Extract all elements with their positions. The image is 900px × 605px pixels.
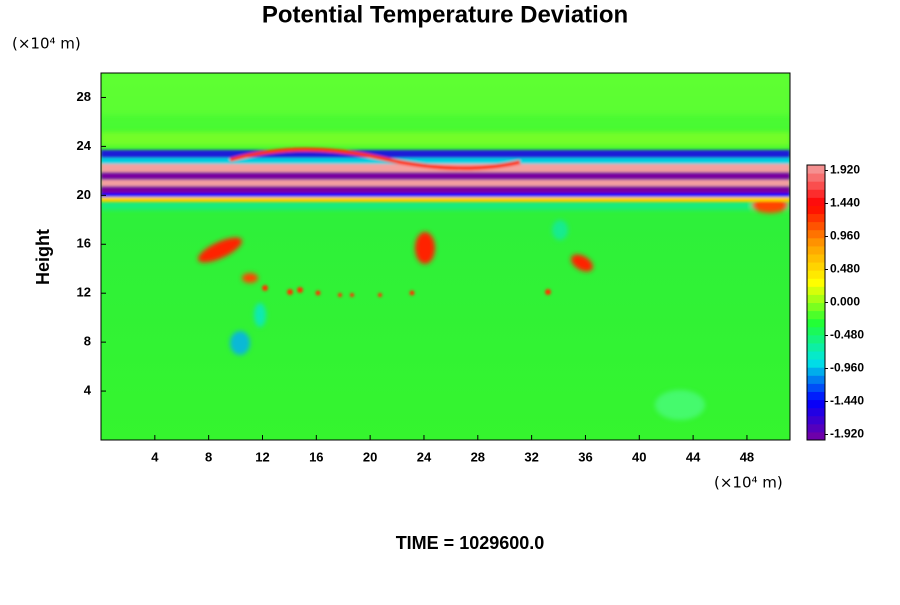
- colorbar-band: [807, 173, 825, 182]
- colorbar-band: [807, 197, 825, 206]
- colorbar: 1.920 1.440 0.960 0.480 0.000 -0.480 -0.960 -1.…: [806, 163, 864, 441]
- y-tick-label: 16: [77, 236, 91, 251]
- colorbar-band: [807, 351, 825, 360]
- colorbar-band: [807, 165, 825, 174]
- x-tick-label: 16: [309, 449, 323, 464]
- x-tick-label: 48: [740, 449, 754, 464]
- colorbar-tick-label: -0.480: [830, 328, 864, 342]
- x-tick-label: 4: [151, 449, 159, 464]
- x-tick-label: 24: [417, 449, 432, 464]
- x-tick-label: 44: [686, 449, 701, 464]
- x-tick-label: 8: [205, 449, 212, 464]
- chart-title: Potential Temperature Deviation: [262, 1, 628, 28]
- colorbar-band: [807, 302, 825, 312]
- colorbar-tick-label: 0.960: [830, 229, 860, 243]
- colorbar-band: [807, 415, 825, 425]
- colorbar-band: [807, 342, 825, 352]
- colorbar-band: [807, 294, 825, 303]
- colorbar-band: [807, 237, 825, 247]
- colorbar-tick-label: -1.920: [830, 427, 864, 441]
- y-tick-label: 12: [77, 285, 91, 300]
- x-unit: (×10⁴ m): [714, 474, 783, 492]
- colorbar-tick-label: 0.000: [830, 295, 860, 309]
- y-tick-label: 24: [77, 138, 92, 153]
- colorbar-band: [807, 189, 825, 198]
- colorbar-band: [807, 262, 825, 271]
- colorbar-band: [807, 326, 825, 336]
- colorbar-band: [807, 423, 825, 433]
- colorbar-band: [807, 367, 825, 376]
- colorbar-tick-label: 1.920: [830, 163, 860, 177]
- colorbar-tick-label: 0.480: [830, 262, 860, 276]
- plot-frame: [100, 72, 791, 441]
- colorbar-band: [807, 359, 825, 368]
- colorbar-band: [807, 375, 825, 384]
- colorbar-band: [807, 181, 825, 190]
- x-tick-label: 12: [255, 449, 269, 464]
- colorbar-band: [807, 431, 825, 441]
- colorbar-band: [807, 221, 825, 231]
- colorbar-band: [807, 318, 825, 328]
- colorbar-band: [807, 270, 825, 279]
- x-tick-label: 32: [524, 449, 538, 464]
- colorbar-band: [807, 213, 825, 223]
- colorbar-band: [807, 245, 825, 255]
- y-axis-label: Height: [33, 229, 53, 285]
- colorbar-band: [807, 205, 825, 215]
- x-tick-label: 28: [471, 449, 485, 464]
- field: [101, 73, 790, 440]
- colorbar-band: [807, 399, 825, 409]
- x-tick-label: 20: [363, 449, 377, 464]
- colorbar-band: [807, 253, 825, 263]
- colorbar-band: [807, 383, 825, 392]
- colorbar-band: [807, 334, 825, 344]
- time-annotation: TIME = 1029600.0: [396, 533, 545, 553]
- colorbar-band: [807, 286, 825, 295]
- x-tick-label: 40: [632, 449, 646, 464]
- y-tick-label: 4: [84, 383, 92, 398]
- y-tick-label: 8: [84, 334, 91, 349]
- y-tick-label: 28: [77, 89, 91, 104]
- y-unit: (×10⁴ m): [12, 35, 81, 53]
- colorbar-tick-label: -1.440: [830, 394, 864, 408]
- colorbar-band: [807, 278, 825, 287]
- colorbar-band: [807, 229, 825, 239]
- x-tick-label: 36: [578, 449, 592, 464]
- colorbar-tick-label: 1.440: [830, 196, 860, 210]
- y-tick-label: 20: [77, 187, 91, 202]
- colorbar-band: [807, 407, 825, 417]
- colorbar-band: [807, 310, 825, 320]
- colorbar-tick-label: -0.960: [830, 361, 864, 375]
- colorbar-band: [807, 391, 825, 401]
